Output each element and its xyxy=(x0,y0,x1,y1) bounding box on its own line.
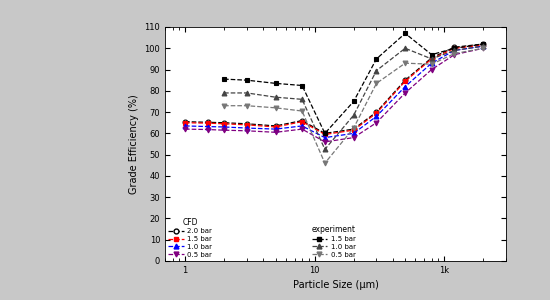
Legend: 1.5 bar, 1.0 bar, 0.5 bar: 1.5 bar, 1.0 bar, 0.5 bar xyxy=(312,225,356,257)
Y-axis label: Grade Efficiency (%): Grade Efficiency (%) xyxy=(129,94,139,194)
X-axis label: Particle Size (μm): Particle Size (μm) xyxy=(293,280,378,290)
